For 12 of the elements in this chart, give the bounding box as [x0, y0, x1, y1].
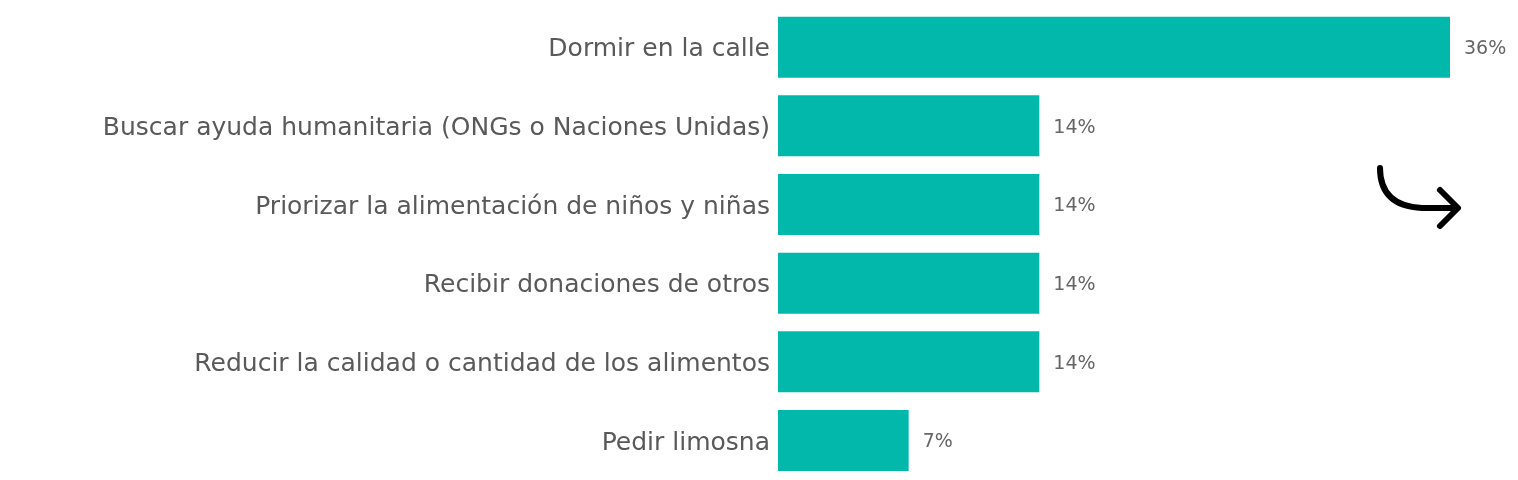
y-tick-label: Priorizar la alimentación de niños y niñas	[255, 190, 770, 220]
y-tick-label: Recibir donaciones de otros	[423, 269, 770, 299]
data-label: 7%	[922, 429, 953, 452]
y-tick-label: Dormir en la calle	[548, 33, 770, 63]
data-label: 14%	[1053, 114, 1096, 137]
data-label: 14%	[1053, 350, 1096, 373]
data-label: 36%	[1464, 35, 1507, 58]
y-tick-label: Reducir la calidad o cantidad de los alimentos	[194, 347, 770, 377]
y-tick-label: Pedir limosna	[601, 426, 770, 456]
data-label: 14%	[1053, 193, 1096, 216]
data-label: 14%	[1053, 271, 1096, 294]
y-tick-label: Buscar ayuda humanitaria (ONGs o Naciones Unidas)	[102, 111, 770, 141]
